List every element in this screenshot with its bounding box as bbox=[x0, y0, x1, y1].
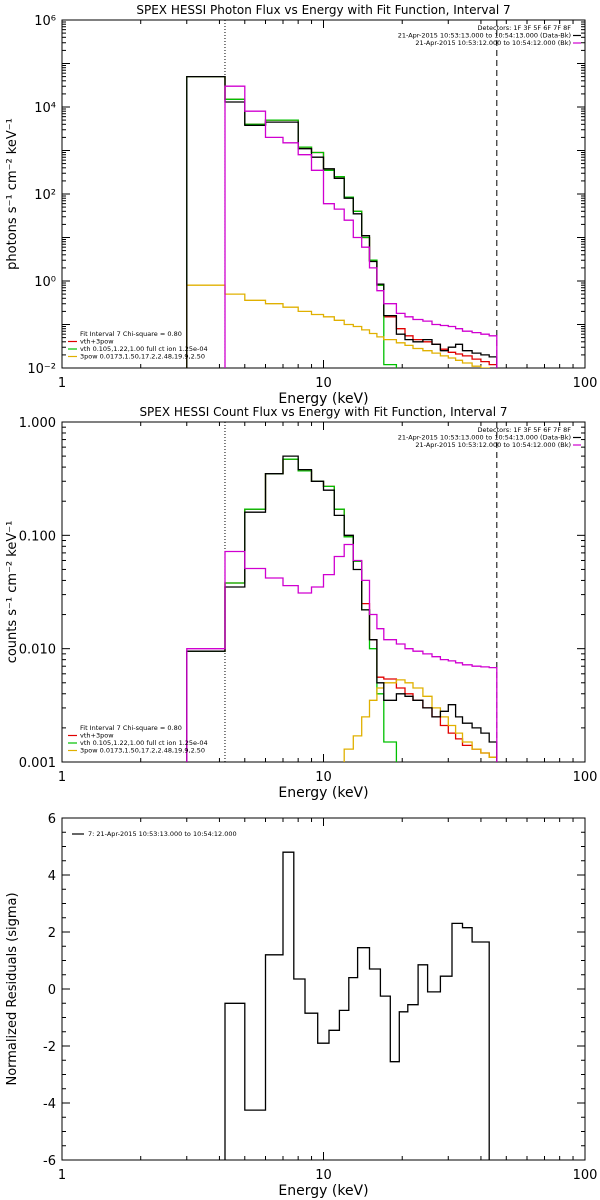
y-tick-label: 6 bbox=[48, 812, 56, 827]
series-0 bbox=[224, 851, 490, 1160]
y-tick-label: -2 bbox=[43, 1040, 56, 1055]
legend-top-entry: Detectors: 1F 3F 5F 6F 7F 8F bbox=[477, 426, 571, 434]
series-4 bbox=[186, 543, 498, 762]
x-tick-label: 100 bbox=[573, 376, 598, 391]
y-tick-label: 1.000 bbox=[19, 416, 56, 431]
y-tick-label: 10⁶ bbox=[34, 14, 56, 29]
y-tick-label: 10² bbox=[34, 188, 56, 203]
x-tick-label: 10 bbox=[315, 770, 332, 785]
y-tick-label: -6 bbox=[43, 1154, 56, 1169]
legend-top-entry: Detectors: 1F 3F 5F 6F 7F 8F bbox=[477, 24, 571, 32]
legend-bottom-entry: vth 0.105,1.22,1.00 full ct ion 1.25e-04 bbox=[80, 739, 208, 747]
y-axis-label: photons s⁻¹ cm⁻² keV⁻¹ bbox=[5, 118, 20, 270]
plot-frame bbox=[61, 421, 586, 763]
y-tick-label: 0 bbox=[48, 983, 56, 998]
x-tick-label: 10 bbox=[315, 1168, 332, 1183]
y-tick-label: 10⁴ bbox=[34, 101, 56, 116]
series-step-line bbox=[343, 679, 498, 762]
plot-frame bbox=[61, 817, 586, 1161]
y-tick-label: 4 bbox=[48, 869, 56, 884]
photon-flux-panel: 1 10 100 10⁻² 10⁰ 10² 10⁴ 10⁶ SPEX HESSI Photon … bbox=[5, 3, 597, 407]
series-3 bbox=[186, 75, 498, 368]
series-group bbox=[186, 75, 498, 368]
y-axis-label: Normalized Residuals (sigma) bbox=[5, 892, 20, 1085]
y-tick-label: 2 bbox=[48, 926, 56, 941]
chart-title: SPEX HESSI Count Flux vs Energy with Fit… bbox=[139, 405, 507, 419]
legend-bottom-entry: 3pow 0.0173,1.50,17.2,2.48,19.9,2.50 bbox=[80, 353, 205, 361]
y-tick-label: 0.010 bbox=[19, 643, 56, 658]
legend-top-entry: 21-Apr-2015 10:53:13.000 to 10:54:13.000… bbox=[398, 32, 571, 40]
y-tick-label: 0.001 bbox=[19, 756, 56, 771]
x-axis-label: Energy (keV) bbox=[278, 391, 368, 407]
series-step-line bbox=[186, 455, 498, 762]
series-step-line bbox=[186, 458, 398, 762]
legend-bottom-entry: Fit Interval 7 Chi-square = 0.80 bbox=[80, 330, 182, 338]
chart-title: SPEX HESSI Photon Flux vs Energy with Fi… bbox=[136, 3, 510, 17]
series-1 bbox=[186, 75, 398, 368]
x-axis-label: Energy (keV) bbox=[278, 785, 368, 801]
residuals-panel: 1 10 100 -6 -4 -2 0 2 4 6 Energy (keV) Normalized R… bbox=[5, 812, 597, 1199]
x-tick-label: 1 bbox=[58, 770, 66, 785]
series-0 bbox=[186, 458, 498, 762]
legend-bottom-entry: vth+3pow bbox=[80, 732, 114, 740]
series-group bbox=[224, 851, 490, 1160]
series-step-line bbox=[186, 75, 498, 368]
y-tick-label: 10⁰ bbox=[34, 275, 56, 290]
legend-top-entry: 21-Apr-2015 10:53:12.000 to 10:54:12.000… bbox=[415, 39, 571, 47]
y-tick-label: -4 bbox=[43, 1097, 56, 1112]
y-tick-label: 10⁻² bbox=[27, 362, 56, 377]
x-tick-label: 10 bbox=[315, 376, 332, 391]
series-4 bbox=[224, 85, 498, 368]
series-step-line bbox=[224, 85, 498, 368]
x-tick-label: 100 bbox=[573, 770, 598, 785]
legend-bottom-entry: Fit Interval 7 Chi-square = 0.80 bbox=[80, 724, 182, 732]
series-0 bbox=[186, 75, 498, 368]
series-3 bbox=[186, 455, 498, 762]
legend-top-entry: 7: 21-Apr-2015 10:53:13.000 to 10:54:12.… bbox=[88, 830, 237, 838]
x-axis-label: Energy (keV) bbox=[278, 1183, 368, 1199]
series-1 bbox=[186, 458, 398, 762]
legend-bottom-entry: vth+3pow bbox=[80, 338, 114, 346]
series-2 bbox=[186, 284, 490, 368]
legend-bottom-entry: 3pow 0.0173,1.50,17.2,2.48,19.9,2.50 bbox=[80, 747, 205, 755]
x-tick-label: 1 bbox=[58, 1168, 66, 1183]
series-step-line bbox=[186, 75, 398, 368]
legend-top-entry: 21-Apr-2015 10:53:12.000 to 10:54:12.000… bbox=[415, 441, 571, 449]
x-tick-label: 1 bbox=[58, 376, 66, 391]
series-step-line bbox=[186, 458, 498, 762]
count-flux-panel: 1 10 100 0.001 0.010 0.100 1.000 SPEX HESSI Cou… bbox=[5, 405, 597, 801]
series-step-line bbox=[224, 851, 490, 1160]
series-group bbox=[186, 455, 498, 762]
series-step-line bbox=[186, 75, 498, 368]
y-axis-label: counts s⁻¹ cm⁻² keV⁻¹ bbox=[5, 521, 20, 664]
legend-bottom-entry: vth 0.105,1.22,1.00 full ct ion 1.25e-04 bbox=[80, 345, 208, 353]
series-2 bbox=[343, 679, 498, 762]
x-tick-label: 100 bbox=[573, 1168, 598, 1183]
series-step-line bbox=[186, 543, 498, 762]
legend-top-entry: 21-Apr-2015 10:53:13.000 to 10:54:13.000… bbox=[398, 434, 571, 442]
y-tick-label: 0.100 bbox=[19, 529, 56, 544]
series-step-line bbox=[186, 284, 490, 368]
